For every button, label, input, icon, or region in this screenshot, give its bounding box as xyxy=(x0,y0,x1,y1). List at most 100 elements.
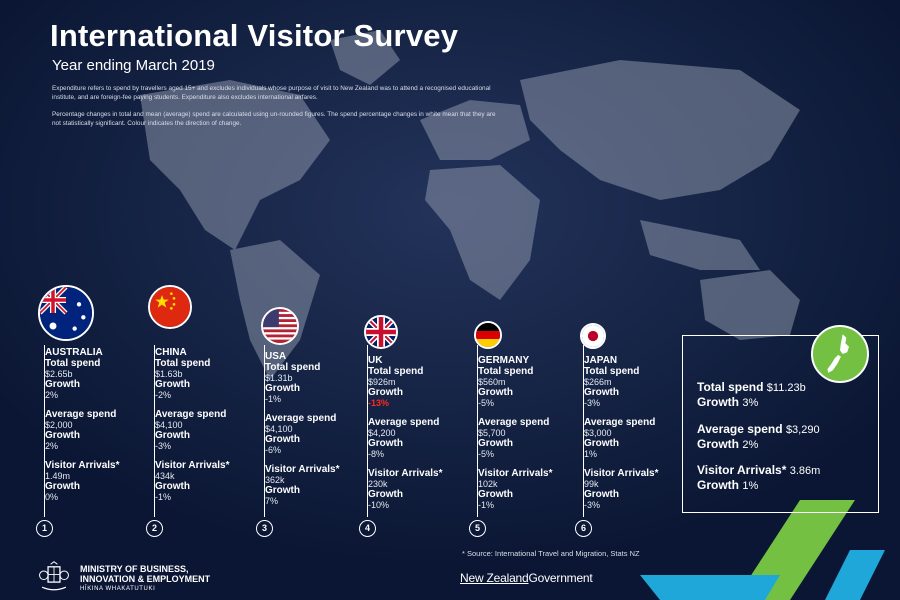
arrivals-value: 99k xyxy=(584,479,599,489)
uk-flag-icon xyxy=(364,315,398,349)
nz-average-spend-row: Average spend $3,290 xyxy=(697,422,820,437)
country-name: GERMANY xyxy=(478,355,530,366)
rank-badge: 2 xyxy=(146,520,163,537)
average-spend-value: $4,100 xyxy=(265,424,293,434)
average-growth-value: -5% xyxy=(478,449,495,459)
nz-government-part-1: New Zealand xyxy=(460,571,529,585)
country-card-australia: AUSTRALIA Total spend $2.65b Growth 2% A… xyxy=(38,285,155,502)
growth-label: Growth xyxy=(584,489,619,500)
nz-total-growth-value: 3% xyxy=(742,397,759,409)
total-growth-value: -3% xyxy=(584,398,601,408)
ministry-line-1: MINISTRY OF BUSINESS, xyxy=(80,564,189,574)
nz-arrivals-growth-value: 1% xyxy=(742,480,759,492)
growth-label: Growth xyxy=(368,387,403,398)
total-growth-value: -5% xyxy=(478,398,495,408)
ministry-logo-text: MINISTRY OF BUSINESS, INNOVATION & EMPLO… xyxy=(80,564,210,594)
rank-badge: 4 xyxy=(359,520,376,537)
growth-label: Growth xyxy=(265,383,300,394)
growth-label: Growth xyxy=(155,379,190,390)
nz-total-spend-row: Total spend $11.23b xyxy=(697,380,806,395)
growth-label: Growth xyxy=(155,481,190,492)
arrivals-growth-value: -1% xyxy=(155,492,172,502)
average-spend-label: Average spend xyxy=(697,422,783,436)
country-card-germany: GERMANY Total spend $560m Growth -5% Ave… xyxy=(474,285,588,510)
country-card-japan: JAPAN Total spend $266m Growth -3% Avera… xyxy=(580,285,694,510)
column-divider xyxy=(583,345,584,517)
nz-average-spend-value: $3,290 xyxy=(785,424,820,436)
country-name: JAPAN xyxy=(584,355,618,366)
nz-arrivals-row: Visitor Arrivals* 3.86m xyxy=(697,463,820,478)
growth-label: Growth xyxy=(265,434,300,445)
rank-badge: 1 xyxy=(36,520,53,537)
new-zealand-map-icon xyxy=(811,325,869,383)
arrivals-growth-value: 0% xyxy=(45,492,59,502)
nz-total-box: Total spend $11.23b Growth 3% Average sp… xyxy=(682,335,879,513)
nz-government-part-2: Government xyxy=(528,571,593,585)
total-spend-value: $2.65b xyxy=(45,369,73,379)
rank-badge: 6 xyxy=(575,520,592,537)
country-name: CHINA xyxy=(155,347,187,358)
nz-total-spend-value: $11.23b xyxy=(766,382,806,394)
page-title: International Visitor Survey xyxy=(50,18,459,53)
average-spend-value: $2,000 xyxy=(45,420,73,430)
average-spend-value: $5,700 xyxy=(478,428,506,438)
total-spend-label: Total spend xyxy=(584,366,640,377)
ministry-line-2: INNOVATION & EMPLOYMENT xyxy=(80,574,211,584)
country-card-usa: USA Total spend $1.31b Growth -1% Averag… xyxy=(261,285,375,506)
growth-label: Growth xyxy=(478,387,513,398)
growth-label: Growth xyxy=(45,430,80,441)
growth-label: Growth xyxy=(697,478,739,492)
total-growth-value: -1% xyxy=(265,394,282,404)
arrivals-value: 102k xyxy=(478,479,498,489)
source-note: * Source: International Travel and Migra… xyxy=(462,549,640,558)
growth-label: Growth xyxy=(45,379,80,390)
coat-of-arms-icon xyxy=(39,561,69,591)
percentage-note: Percentage changes in total and mean (av… xyxy=(52,111,496,127)
rank-badge: 5 xyxy=(469,520,486,537)
average-spend-label: Average spend xyxy=(265,413,337,424)
arrivals-growth-value: -10% xyxy=(368,500,390,510)
nz-average-growth-value: 2% xyxy=(742,439,759,451)
total-spend-label: Total spend xyxy=(478,366,534,377)
column-divider xyxy=(477,345,478,517)
visitor-arrivals-label: Visitor Arrivals* xyxy=(478,468,553,479)
arrivals-value: 434k xyxy=(155,471,175,481)
china-flag-icon xyxy=(148,285,192,329)
growth-label: Growth xyxy=(478,438,513,449)
average-spend-value: $3,000 xyxy=(584,428,612,438)
arrivals-value: 362k xyxy=(265,475,285,485)
expenditure-note: Expenditure refers to spend by traveller… xyxy=(52,85,491,101)
country-card-china: CHINA Total spend $1.63b Growth -2% Aver… xyxy=(148,285,265,502)
average-spend-value: $4,200 xyxy=(368,428,396,438)
growth-label: Growth xyxy=(155,430,190,441)
total-spend-label: Total spend xyxy=(697,380,764,394)
country-name: AUSTRALIA xyxy=(45,347,103,358)
column-divider xyxy=(154,345,155,517)
average-spend-value: $4,100 xyxy=(155,420,183,430)
total-spend-label: Total spend xyxy=(265,362,321,373)
total-spend-value: $1.63b xyxy=(155,369,183,379)
total-spend-value: $560m xyxy=(478,377,506,387)
nz-government-logo: New ZealandGovernment xyxy=(460,571,593,585)
growth-label: Growth xyxy=(697,395,739,409)
growth-label: Growth xyxy=(584,438,619,449)
total-spend-value: $266m xyxy=(584,377,612,387)
total-growth-value: -2% xyxy=(155,390,172,400)
average-growth-value: -8% xyxy=(368,449,385,459)
total-spend-value: $1.31b xyxy=(265,373,293,383)
arrivals-value: 1.49m xyxy=(45,471,71,481)
growth-label: Growth xyxy=(368,489,403,500)
average-spend-label: Average spend xyxy=(45,409,117,420)
growth-label: Growth xyxy=(265,485,300,496)
average-growth-value: -6% xyxy=(265,445,282,455)
nz-arrivals-value: 3.86m xyxy=(789,465,821,477)
australia-flag-icon xyxy=(38,285,94,341)
nz-arrivals-growth-row: Growth 1% xyxy=(697,478,758,493)
arrivals-growth-value: -1% xyxy=(478,500,495,510)
visitor-arrivals-label: Visitor Arrivals* xyxy=(155,460,230,471)
visitor-arrivals-label: Visitor Arrivals* xyxy=(368,468,443,479)
column-divider xyxy=(264,345,265,517)
average-growth-value: 1% xyxy=(584,449,598,459)
average-growth-value: -3% xyxy=(155,441,172,451)
